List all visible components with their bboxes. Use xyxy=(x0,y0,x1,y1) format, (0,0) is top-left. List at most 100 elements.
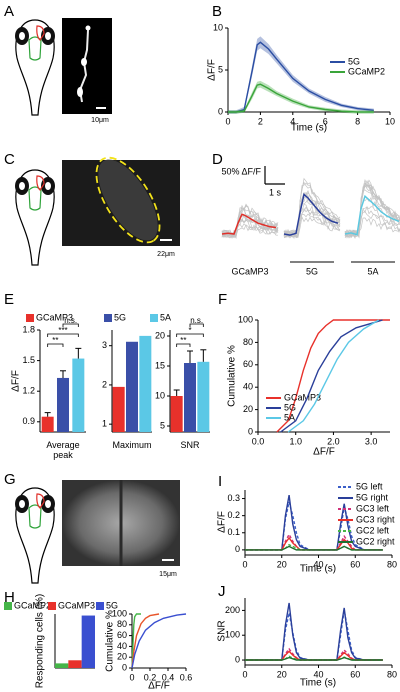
bar xyxy=(72,358,85,432)
x-tick-label: 0 xyxy=(242,669,247,679)
significance-label: ** xyxy=(180,336,186,345)
fish-diagram xyxy=(14,19,56,116)
bar xyxy=(170,396,183,432)
legend-swatch xyxy=(48,602,56,610)
y-tick-label: 1.5 xyxy=(22,355,35,365)
x-tick-label: 40 xyxy=(313,559,323,569)
image-neuron xyxy=(62,18,112,114)
single-trial-trace xyxy=(221,204,279,239)
y-tick-label: 0 xyxy=(248,426,253,436)
bar xyxy=(68,660,82,668)
line xyxy=(245,656,383,661)
panel-label: C xyxy=(4,151,15,168)
error-band xyxy=(228,80,374,114)
fish-diagram xyxy=(14,487,56,584)
x-tick-label: 1.0 xyxy=(289,436,302,446)
y-tick-label: 0 xyxy=(235,544,240,554)
single-trial-trace xyxy=(344,205,400,236)
significance-label: ** xyxy=(52,336,58,345)
y-tick-label: 100 xyxy=(112,608,127,618)
single-trial-traces xyxy=(283,177,341,240)
significance-bracket xyxy=(176,333,204,337)
bar xyxy=(41,416,54,432)
line xyxy=(245,650,383,661)
x-tick-label: 60 xyxy=(350,559,360,569)
panel-label: H xyxy=(4,589,15,606)
x-tick-label: 20 xyxy=(277,559,287,569)
x-tick-label: 80 xyxy=(387,669,397,679)
x-axis-label: Maximum xyxy=(112,440,152,450)
significance-label: *** xyxy=(58,326,67,335)
y-axis-label: Responding cells (%) xyxy=(35,594,46,689)
x-tick-label: 0 xyxy=(129,672,134,682)
y-tick-label: 5 xyxy=(160,420,165,430)
y-tick-label: 80 xyxy=(117,619,127,629)
y-tick-label: 200 xyxy=(225,605,240,615)
y-tick-label: 3 xyxy=(102,340,107,350)
mean-trace xyxy=(283,192,339,236)
legend-label: 5A xyxy=(160,312,171,322)
image-tectum xyxy=(62,156,180,246)
line xyxy=(131,613,160,669)
legend-swatch xyxy=(150,314,158,322)
x-axis-label: ΔF/F xyxy=(148,681,170,692)
line xyxy=(245,647,383,661)
x-axis-label: Time (s) xyxy=(300,678,336,689)
y-tick-label: 20 xyxy=(243,404,253,414)
significance-label: n.s. xyxy=(64,316,77,325)
panel-label: B xyxy=(212,3,222,20)
legend-swatch xyxy=(4,602,12,610)
bar xyxy=(112,386,125,432)
y-axis-label: Cumulative % xyxy=(227,345,238,407)
y-tick-label: 0.1 xyxy=(227,527,240,537)
y-tick-label: 40 xyxy=(117,641,127,651)
y-axis-label: ΔF/F xyxy=(207,59,218,81)
y-tick-label: 40 xyxy=(243,382,253,392)
y-tick-label: 0 xyxy=(218,106,223,116)
legend-swatch xyxy=(26,314,34,322)
y-tick-label: 0.3 xyxy=(227,493,240,503)
y-tick-label: 100 xyxy=(225,630,240,640)
mean-trace xyxy=(221,213,277,235)
line xyxy=(245,545,383,551)
line xyxy=(245,610,383,661)
x-axis-label: Average peak xyxy=(46,440,80,460)
x-tick-label: 0.2 xyxy=(144,672,157,682)
legend-swatch xyxy=(104,314,112,322)
bar xyxy=(81,615,95,668)
y-axis-label: ΔF/F xyxy=(217,511,228,533)
x-tick-label: 4 xyxy=(290,116,295,126)
single-trial-trace xyxy=(283,177,341,234)
y-tick-label: 15 xyxy=(155,360,165,370)
y-tick-label: 100 xyxy=(238,314,253,324)
legend-label: GCaMP2 xyxy=(14,600,51,610)
significance-bracket xyxy=(47,343,64,347)
single-trial-trace xyxy=(344,196,400,238)
legend-label: GCaMP3 xyxy=(58,600,95,610)
significance-label: * xyxy=(188,326,191,335)
scale-label: 10μm xyxy=(91,117,109,124)
y-tick-label: 10 xyxy=(213,22,223,32)
x-tick-label: 0 xyxy=(225,116,230,126)
x-tick-label: 40 xyxy=(313,669,323,679)
single-trial-trace xyxy=(283,204,341,238)
fish-diagram xyxy=(14,169,56,266)
panel-label: J xyxy=(218,583,226,600)
line xyxy=(131,613,187,669)
significance-bracket xyxy=(176,343,191,347)
legend-label: 5G left xyxy=(356,481,383,491)
panel-label: I xyxy=(218,473,222,490)
y-tick-label: 80 xyxy=(243,337,253,347)
x-axis-label: SNR xyxy=(180,440,200,450)
significance-label: n.s. xyxy=(190,316,203,325)
legend-label: GC3 left xyxy=(356,503,390,513)
legend-label: GCaMP3 xyxy=(36,312,73,322)
line xyxy=(228,83,374,113)
y-tick-label: 5 xyxy=(218,64,223,74)
panel-label: G xyxy=(4,471,16,488)
bar xyxy=(184,363,196,432)
y-tick-label: 0 xyxy=(122,662,127,672)
single-trial-trace xyxy=(221,205,279,239)
significance-bracket xyxy=(47,333,79,337)
